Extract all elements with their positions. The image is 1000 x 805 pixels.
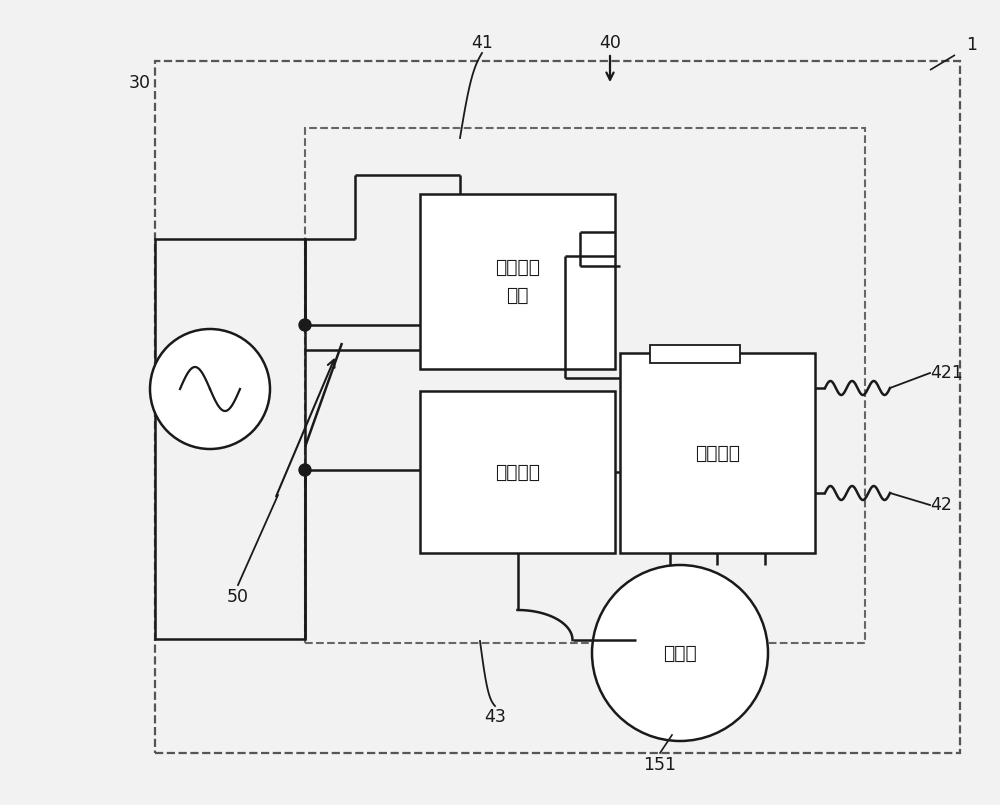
Text: 151: 151	[644, 756, 676, 774]
Bar	[420, 391, 615, 553]
Bar	[155, 239, 305, 639]
Text: 微处理器: 微处理器	[695, 444, 740, 463]
Text: 电源检测
电路: 电源检测 电路	[495, 258, 540, 305]
Circle shape	[592, 565, 768, 741]
Bar	[620, 353, 815, 553]
Text: 压缩机: 压缩机	[663, 643, 697, 663]
Text: 30: 30	[129, 74, 151, 92]
Text: 43: 43	[484, 708, 506, 726]
Text: 421: 421	[930, 364, 963, 382]
Text: 电源电路: 电源电路	[495, 463, 540, 481]
Text: 50: 50	[227, 588, 249, 606]
Text: 42: 42	[930, 496, 952, 514]
Text: 1: 1	[967, 36, 978, 54]
Bar	[305, 128, 865, 643]
Text: 41: 41	[471, 34, 493, 52]
Bar	[155, 61, 960, 753]
Text: 40: 40	[599, 34, 621, 52]
Circle shape	[150, 329, 270, 449]
Circle shape	[299, 319, 311, 331]
Circle shape	[299, 464, 311, 476]
Bar	[420, 194, 615, 369]
Bar	[650, 345, 740, 363]
